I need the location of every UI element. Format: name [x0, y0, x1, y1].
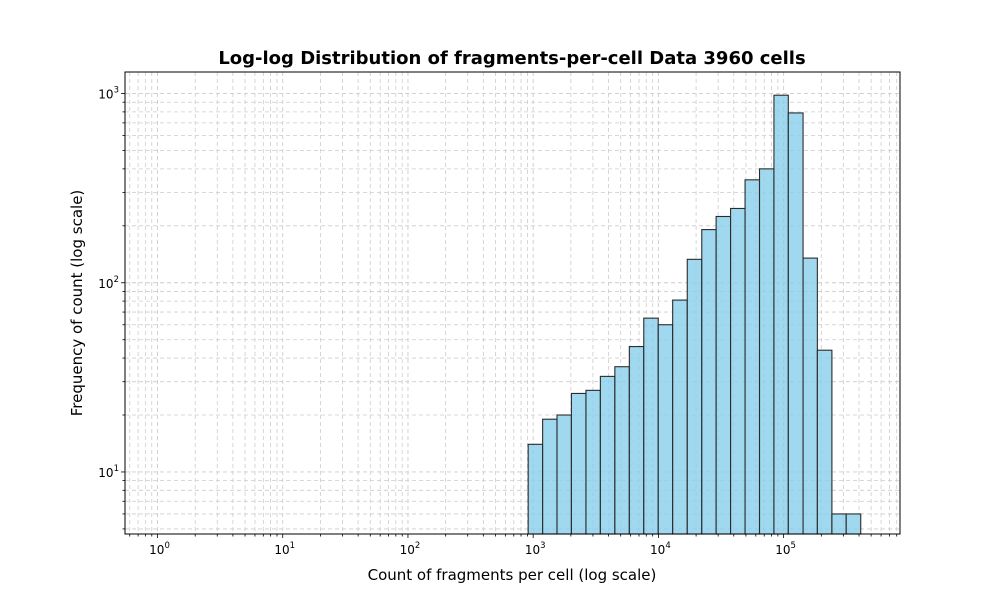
histogram-bar	[686, 258, 703, 535]
histogram-bar	[816, 349, 833, 535]
histogram-bar	[599, 375, 616, 535]
histogram-bar	[643, 317, 659, 535]
histogram-bar	[614, 366, 630, 535]
histogram-bar	[570, 392, 587, 535]
histogram-bar	[628, 346, 645, 535]
plot-frame	[124, 71, 901, 535]
y-tick-label: 103	[98, 86, 119, 102]
histogram-bar	[845, 513, 862, 535]
x-tick-label: 105	[775, 541, 796, 557]
histogram-bar	[758, 168, 775, 535]
axis-ticks: 100 101 102 103 104 105 101 102 103	[98, 86, 898, 557]
x-tick-label: 101	[274, 541, 295, 557]
histogram-bar	[585, 389, 601, 535]
x-tick-label: 100	[149, 541, 170, 557]
histogram-bar	[672, 299, 688, 535]
histogram-bar	[701, 229, 717, 535]
x-tick-label: 104	[650, 541, 671, 557]
histogram-bars	[527, 94, 862, 535]
histogram-bar	[802, 257, 818, 535]
histogram-bar	[831, 513, 847, 535]
x-axis-label: Count of fragments per cell (log scale)	[368, 566, 657, 584]
histogram-bar	[773, 94, 789, 535]
chart-title: Log-log Distribution of fragments-per-ce…	[218, 48, 805, 69]
histogram-bar	[542, 418, 558, 535]
histogram-bar	[527, 443, 544, 535]
histogram-bar	[657, 324, 674, 535]
histogram-bar	[744, 179, 761, 535]
histogram-bar	[556, 414, 572, 535]
histogram-bar	[787, 112, 804, 535]
x-tick-label: 103	[525, 541, 546, 557]
y-tick-label: 101	[98, 464, 119, 480]
y-tick-label: 102	[98, 275, 119, 291]
histogram-bar	[715, 215, 732, 535]
y-axis-label: Frequency of count (log scale)	[68, 190, 86, 417]
x-tick-label: 102	[400, 541, 421, 557]
histogram-bar	[730, 207, 746, 535]
